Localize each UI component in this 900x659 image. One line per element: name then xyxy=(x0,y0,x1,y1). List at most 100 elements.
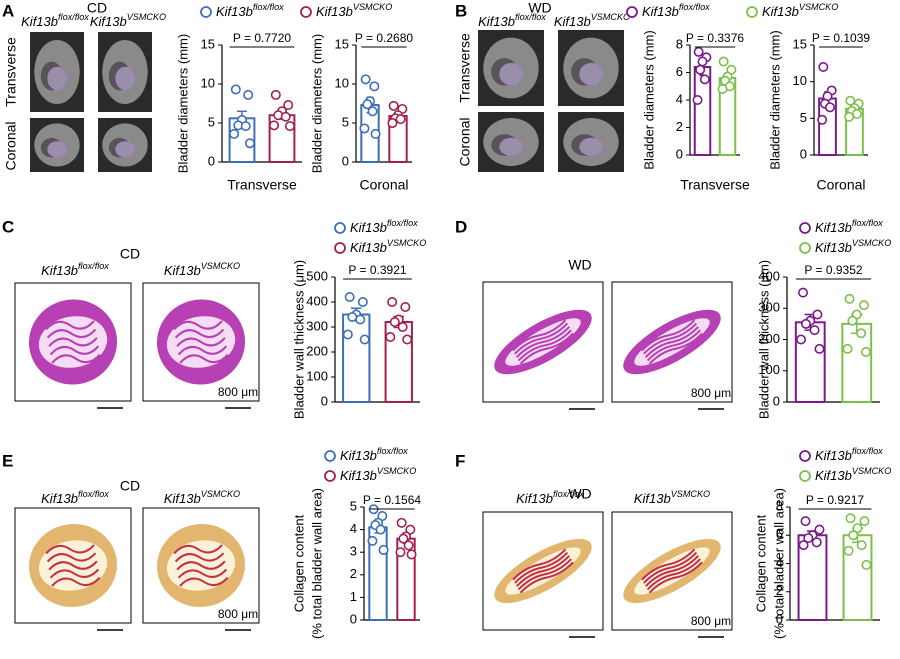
tissue-fold xyxy=(519,332,574,365)
scale-bar-label: 800 μm xyxy=(218,607,258,621)
legend-marker xyxy=(300,6,312,18)
y-tick-label: 4 xyxy=(676,91,683,106)
genotype-label: Kif13bVSMCKO xyxy=(164,261,240,278)
genotype-label: Kif13bflox/flox xyxy=(41,489,109,506)
bladder-outline xyxy=(499,62,523,86)
legend-marker xyxy=(799,450,811,462)
data-point xyxy=(818,61,829,72)
data-point xyxy=(798,287,809,298)
data-point xyxy=(397,321,408,332)
p-value: P = 0.3376 xyxy=(686,31,744,45)
genotype-label: Kif13bVSMCKO xyxy=(90,12,166,29)
data-point xyxy=(269,120,280,131)
tissue-fold xyxy=(45,320,95,331)
panel-letter: A xyxy=(2,1,14,20)
tissue-fold xyxy=(648,561,703,594)
tissue-fold xyxy=(644,326,700,358)
data-point xyxy=(817,114,828,125)
tissue-fold xyxy=(174,552,225,563)
genotype-superscript: flox/flox xyxy=(387,218,418,228)
data-point xyxy=(843,545,854,556)
y-axis-label: (% total bladder wall area) xyxy=(771,488,786,639)
data-point xyxy=(406,549,417,560)
data-point xyxy=(359,334,370,345)
genotype-label: Kif13bflox/flox xyxy=(340,446,408,463)
data-point xyxy=(856,328,867,339)
genotype-label: Kif13bVSMCKO xyxy=(350,238,426,255)
bladder-outline xyxy=(579,137,603,156)
y-tick-label: 2 xyxy=(676,119,683,134)
p-value: P = 0.9217 xyxy=(806,493,864,507)
legend-marker xyxy=(626,6,638,18)
data-point xyxy=(697,56,708,67)
data-point xyxy=(360,74,371,85)
tissue-fold xyxy=(46,328,97,339)
tissue-fold xyxy=(177,568,228,579)
genotype-label: Kif13bVSMCKO xyxy=(340,466,416,483)
genotype-name: Kif13b xyxy=(316,4,353,19)
y-tick-label: 400 xyxy=(306,293,328,308)
y-tick-label: 5 xyxy=(350,498,357,513)
data-point xyxy=(803,533,814,544)
genotype-superscript: flox/flox xyxy=(377,446,408,456)
data-point xyxy=(699,74,710,85)
genotype-superscript: flox/flox xyxy=(852,446,883,456)
data-point xyxy=(229,128,240,139)
genotype-label: Kif13bVSMCKO xyxy=(815,466,891,483)
genotype-name: Kif13b xyxy=(634,491,671,506)
tissue-fold xyxy=(515,326,571,358)
tissue-fold xyxy=(648,332,703,365)
y-tick-label: 100 xyxy=(758,362,780,377)
tissue-fold xyxy=(519,561,574,594)
tissue-fold xyxy=(514,322,569,355)
condition-label: CD xyxy=(120,478,140,494)
y-axis-label: Bladder diameters (mm) xyxy=(641,30,656,169)
genotype-name: Kif13b xyxy=(41,491,78,506)
genotype-name: Kif13b xyxy=(815,448,852,463)
data-point xyxy=(370,128,381,139)
genotype-name: Kif13b xyxy=(164,263,201,278)
genotype-name: Kif13b xyxy=(478,14,515,29)
p-value: P = 0.2680 xyxy=(355,31,413,45)
genotype-superscript: flox/flox xyxy=(553,489,584,499)
genotype-superscript: VSMCKO xyxy=(377,466,416,476)
tissue-fold xyxy=(512,548,567,581)
y-tick-label: 5 xyxy=(800,110,807,125)
data-point xyxy=(717,84,728,95)
data-point xyxy=(388,100,399,111)
y-tick-label: 10 xyxy=(201,75,215,90)
condition-label: WD xyxy=(568,486,591,502)
data-point xyxy=(852,523,863,534)
tissue-fold xyxy=(646,558,701,591)
x-axis-label: Coronal xyxy=(359,177,408,193)
data-point xyxy=(809,325,820,336)
data-point xyxy=(375,524,386,535)
genotype-label: Kif13bflox/flox xyxy=(478,12,546,29)
genotype-label: Kif13bflox/flox xyxy=(815,446,883,463)
data-point xyxy=(367,535,378,546)
y-tick-label: 10 xyxy=(335,75,349,90)
genotype-label: Kif13bVSMCKO xyxy=(762,2,838,19)
y-tick-label: 5 xyxy=(208,114,215,129)
data-point xyxy=(861,559,872,570)
panel-letter: C xyxy=(2,217,14,236)
genotype-superscript: flox/flox xyxy=(78,489,109,499)
tissue-fold xyxy=(179,353,229,364)
genotype-superscript: VSMCKO xyxy=(671,489,710,499)
data-point xyxy=(357,296,368,307)
genotype-name: Kif13b xyxy=(216,4,253,19)
genotype-name: Kif13b xyxy=(340,468,377,483)
y-tick-label: 15 xyxy=(793,36,807,51)
data-point xyxy=(403,540,414,551)
genotype-superscript: VSMCKO xyxy=(201,261,240,271)
condition-label: CD xyxy=(120,246,140,262)
genotype-name: Kif13b xyxy=(642,4,679,19)
data-point xyxy=(280,111,291,122)
y-tick-label: 200 xyxy=(306,343,328,358)
data-point xyxy=(825,102,836,113)
data-point xyxy=(389,316,400,327)
data-point xyxy=(359,123,370,134)
genotype-superscript: flox/flox xyxy=(515,12,546,22)
data-point xyxy=(844,111,855,122)
condition-label: WD xyxy=(528,0,551,16)
